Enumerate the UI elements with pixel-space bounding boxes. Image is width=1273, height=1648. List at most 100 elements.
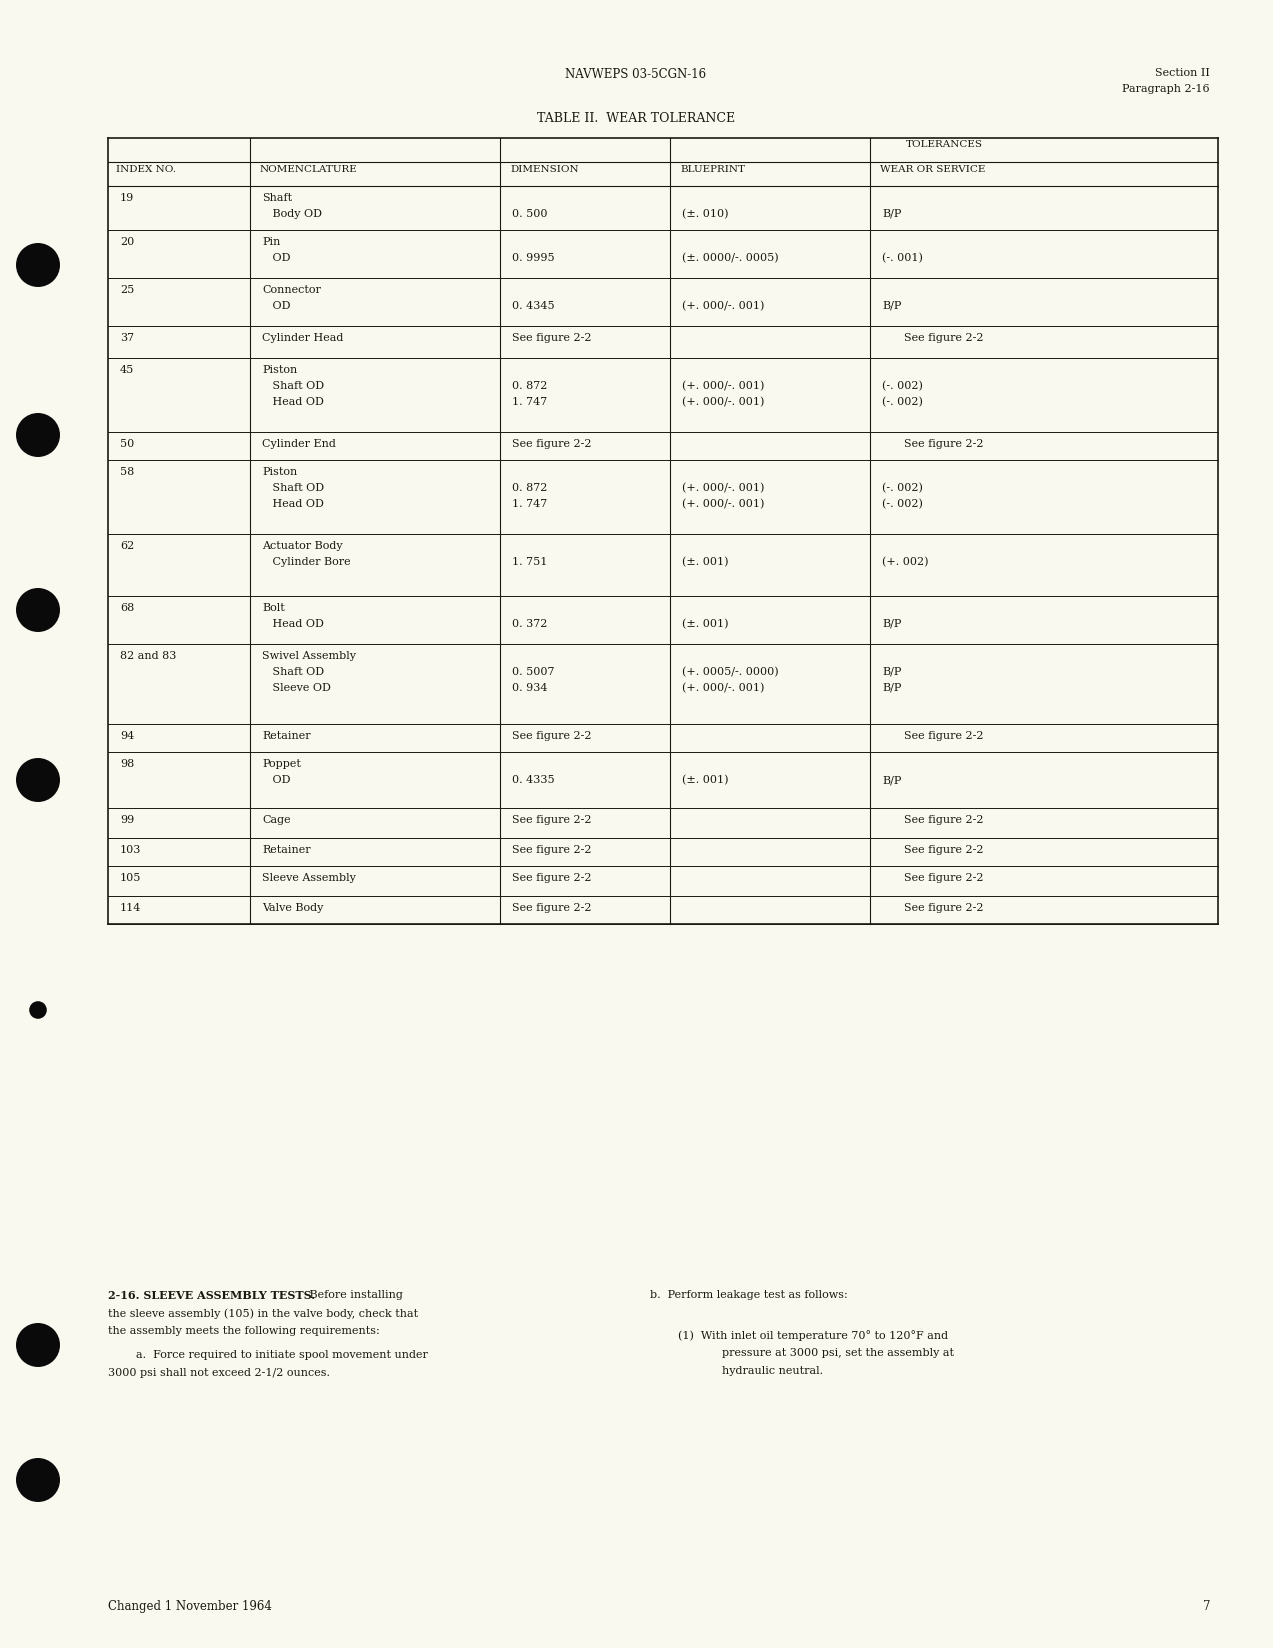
- Text: (+. 000/-. 001): (+. 000/-. 001): [682, 397, 764, 407]
- Text: Changed 1 November 1964: Changed 1 November 1964: [108, 1600, 272, 1613]
- Text: See figure 2-2: See figure 2-2: [904, 873, 984, 883]
- Bar: [868, 897, 872, 923]
- Text: 25: 25: [120, 285, 134, 295]
- Text: 0. 372: 0. 372: [512, 620, 547, 630]
- Text: TOLERANCES: TOLERANCES: [905, 140, 983, 148]
- Text: 2-16. SLEEVE ASSEMBLY TESTS.: 2-16. SLEEVE ASSEMBLY TESTS.: [108, 1290, 316, 1300]
- Text: Actuator Body: Actuator Body: [262, 541, 342, 550]
- Text: (-. 001): (-. 001): [882, 254, 923, 264]
- Text: (±. 010): (±. 010): [682, 209, 728, 219]
- Text: 82 and 83: 82 and 83: [120, 651, 177, 661]
- Text: hydraulic neutral.: hydraulic neutral.: [722, 1366, 824, 1376]
- Text: See figure 2-2: See figure 2-2: [904, 845, 984, 855]
- Ellipse shape: [17, 242, 60, 287]
- Text: See figure 2-2: See figure 2-2: [904, 732, 984, 742]
- Text: B/P: B/P: [882, 682, 901, 694]
- Text: 68: 68: [120, 603, 134, 613]
- Text: B/P: B/P: [882, 620, 901, 630]
- Text: NAVWEPS 03-5CGN-16: NAVWEPS 03-5CGN-16: [565, 68, 707, 81]
- Text: TABLE II.  WEAR TOLERANCE: TABLE II. WEAR TOLERANCE: [537, 112, 735, 125]
- Text: DIMENSION: DIMENSION: [510, 165, 579, 175]
- Text: 99: 99: [120, 816, 134, 826]
- Text: (±. 0000/-. 0005): (±. 0000/-. 0005): [682, 254, 779, 264]
- Text: (-. 002): (-. 002): [882, 397, 923, 407]
- Text: 37: 37: [120, 333, 134, 343]
- Text: Shaft OD: Shaft OD: [262, 667, 325, 677]
- Text: Piston: Piston: [262, 466, 298, 476]
- Text: 98: 98: [120, 760, 134, 770]
- Text: B/P: B/P: [882, 667, 901, 677]
- Text: 105: 105: [120, 873, 141, 883]
- Text: (+. 000/-. 001): (+. 000/-. 001): [682, 499, 764, 509]
- Text: Valve Body: Valve Body: [262, 903, 323, 913]
- Ellipse shape: [17, 758, 60, 803]
- Bar: [867, 138, 872, 162]
- Text: Cylinder Head: Cylinder Head: [262, 333, 344, 343]
- Text: 45: 45: [120, 364, 134, 376]
- Text: 94: 94: [120, 732, 134, 742]
- Text: (+. 000/-. 001): (+. 000/-. 001): [682, 483, 764, 493]
- Text: Head OD: Head OD: [262, 620, 323, 630]
- Text: (1)  With inlet oil temperature 70° to 120°F and: (1) With inlet oil temperature 70° to 12…: [679, 1330, 948, 1341]
- Bar: [868, 867, 872, 895]
- Text: 20: 20: [120, 237, 134, 247]
- Text: (-. 002): (-. 002): [882, 483, 923, 493]
- Text: 0. 872: 0. 872: [512, 381, 547, 391]
- Text: (+. 000/-. 001): (+. 000/-. 001): [682, 381, 764, 391]
- Text: 19: 19: [120, 193, 134, 203]
- Ellipse shape: [17, 414, 60, 456]
- Text: OD: OD: [262, 254, 290, 264]
- Text: (+. 000/-. 001): (+. 000/-. 001): [682, 682, 764, 694]
- Text: Retainer: Retainer: [262, 845, 311, 855]
- Text: a.  Force required to initiate spool movement under: a. Force required to initiate spool move…: [136, 1350, 428, 1360]
- Bar: [868, 433, 872, 460]
- Ellipse shape: [29, 1002, 47, 1018]
- Text: 1. 751: 1. 751: [512, 557, 547, 567]
- Ellipse shape: [17, 1458, 60, 1501]
- Text: See figure 2-2: See figure 2-2: [512, 903, 592, 913]
- Text: Sleeve OD: Sleeve OD: [262, 682, 331, 694]
- Text: 0. 5007: 0. 5007: [512, 667, 555, 677]
- Text: See figure 2-2: See figure 2-2: [512, 732, 592, 742]
- Text: See figure 2-2: See figure 2-2: [904, 333, 984, 343]
- Ellipse shape: [17, 588, 60, 631]
- Text: 0. 500: 0. 500: [512, 209, 547, 219]
- Text: OD: OD: [262, 775, 290, 784]
- Text: See figure 2-2: See figure 2-2: [512, 333, 592, 343]
- Text: Retainer: Retainer: [262, 732, 311, 742]
- Text: Shaft: Shaft: [262, 193, 292, 203]
- Text: See figure 2-2: See figure 2-2: [904, 903, 984, 913]
- Text: Connector: Connector: [262, 285, 321, 295]
- Text: Shaft OD: Shaft OD: [262, 483, 325, 493]
- Text: 62: 62: [120, 541, 134, 550]
- Text: Before installing: Before installing: [306, 1290, 402, 1300]
- Text: B/P: B/P: [882, 209, 901, 219]
- Text: (+. 002): (+. 002): [882, 557, 928, 567]
- Text: See figure 2-2: See figure 2-2: [512, 816, 592, 826]
- Text: Bolt: Bolt: [262, 603, 285, 613]
- Text: 50: 50: [120, 438, 134, 448]
- Text: 1. 747: 1. 747: [512, 397, 547, 407]
- Text: See figure 2-2: See figure 2-2: [512, 873, 592, 883]
- Text: (+. 000/-. 001): (+. 000/-. 001): [682, 302, 764, 311]
- Text: Shaft OD: Shaft OD: [262, 381, 325, 391]
- Text: 0. 4335: 0. 4335: [512, 775, 555, 784]
- Text: See figure 2-2: See figure 2-2: [512, 438, 592, 448]
- Text: pressure at 3000 psi, set the assembly at: pressure at 3000 psi, set the assembly a…: [722, 1348, 953, 1358]
- Text: Head OD: Head OD: [262, 397, 323, 407]
- Text: WEAR OR SERVICE: WEAR OR SERVICE: [880, 165, 985, 175]
- Text: the assembly meets the following requirements:: the assembly meets the following require…: [108, 1327, 379, 1337]
- Text: 114: 114: [120, 903, 141, 913]
- Bar: [868, 809, 872, 837]
- Text: 3000 psi shall not exceed 2-1/2 ounces.: 3000 psi shall not exceed 2-1/2 ounces.: [108, 1368, 330, 1378]
- Text: (-. 002): (-. 002): [882, 499, 923, 509]
- Text: See figure 2-2: See figure 2-2: [512, 845, 592, 855]
- Text: Swivel Assembly: Swivel Assembly: [262, 651, 356, 661]
- Text: Section II: Section II: [1155, 68, 1211, 77]
- Text: (±. 001): (±. 001): [682, 557, 728, 567]
- Text: BLUEPRINT: BLUEPRINT: [680, 165, 745, 175]
- Text: (+. 0005/-. 0000): (+. 0005/-. 0000): [682, 667, 779, 677]
- Text: 58: 58: [120, 466, 134, 476]
- Text: See figure 2-2: See figure 2-2: [904, 816, 984, 826]
- Text: B/P: B/P: [882, 775, 901, 784]
